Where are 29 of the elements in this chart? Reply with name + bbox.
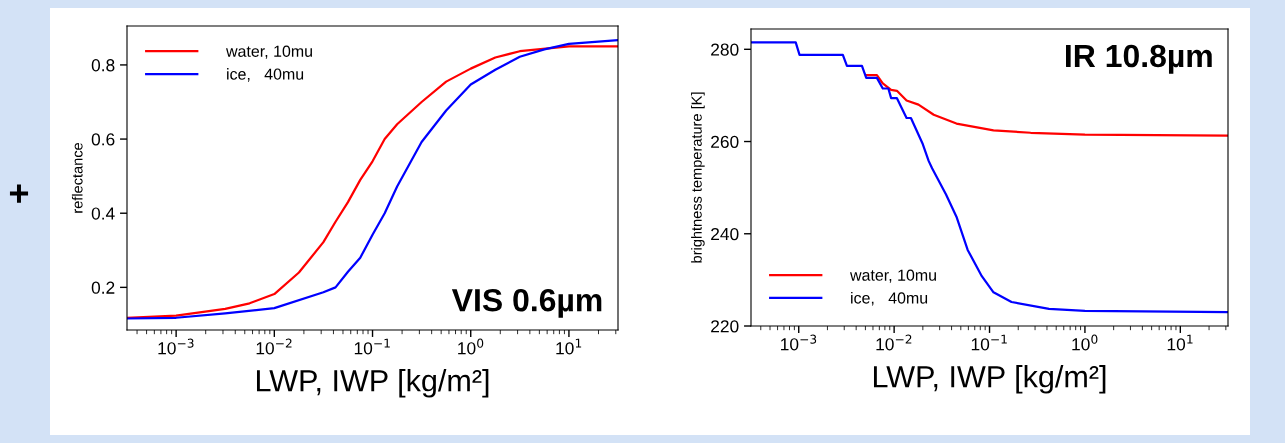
annotation: VIS 0.6µm: [451, 288, 602, 318]
x-axis-title: LWP, IWP [kg/m²]: [873, 365, 1106, 394]
legend-label: ice, 40mu: [227, 68, 304, 82]
x-tick-label: 10$^{−1}$: [354, 338, 390, 355]
x-tick-label: 10$^{−2}$: [256, 338, 292, 355]
y-axis-title: brightness temperature [K]: [691, 92, 705, 263]
x-tick-label: 10$^{0}$: [458, 338, 484, 355]
x-tick-label: 10$^{−3}$: [158, 338, 194, 355]
y-tick-label: 0.8: [91, 59, 115, 72]
legend-label: ice, 40mu: [851, 291, 928, 306]
y-tick-label: 240: [711, 227, 739, 241]
y-tick-label: 0.6: [91, 133, 115, 146]
x-tick-label: 10$^{1}$: [1167, 334, 1193, 351]
y-axis-title: reflectance: [71, 142, 83, 213]
legend-label: water, 10mu: [850, 269, 936, 283]
legend-label: water, 10mu: [226, 45, 312, 59]
annotation: IR 10.8µm: [1066, 44, 1212, 74]
y-tick-label: 280: [711, 43, 739, 56]
y-tick-label: 0.2: [91, 281, 115, 294]
x-tick-label: 10$^{−1}$: [971, 334, 1007, 351]
x-tick-label: 10$^{−3}$: [781, 334, 817, 351]
y-tick-label: 220: [711, 320, 739, 333]
x-axis-title: LWP, IWP [kg/m²]: [256, 369, 489, 398]
text: +: [9, 184, 29, 203]
x-tick-label: 10$^{0}$: [1072, 334, 1098, 351]
y-tick-label: 260: [711, 135, 739, 148]
x-tick-label: 10$^{1}$: [556, 338, 582, 355]
y-tick-label: 0.4: [91, 207, 115, 220]
x-tick-label: 10$^{−2}$: [876, 334, 912, 351]
